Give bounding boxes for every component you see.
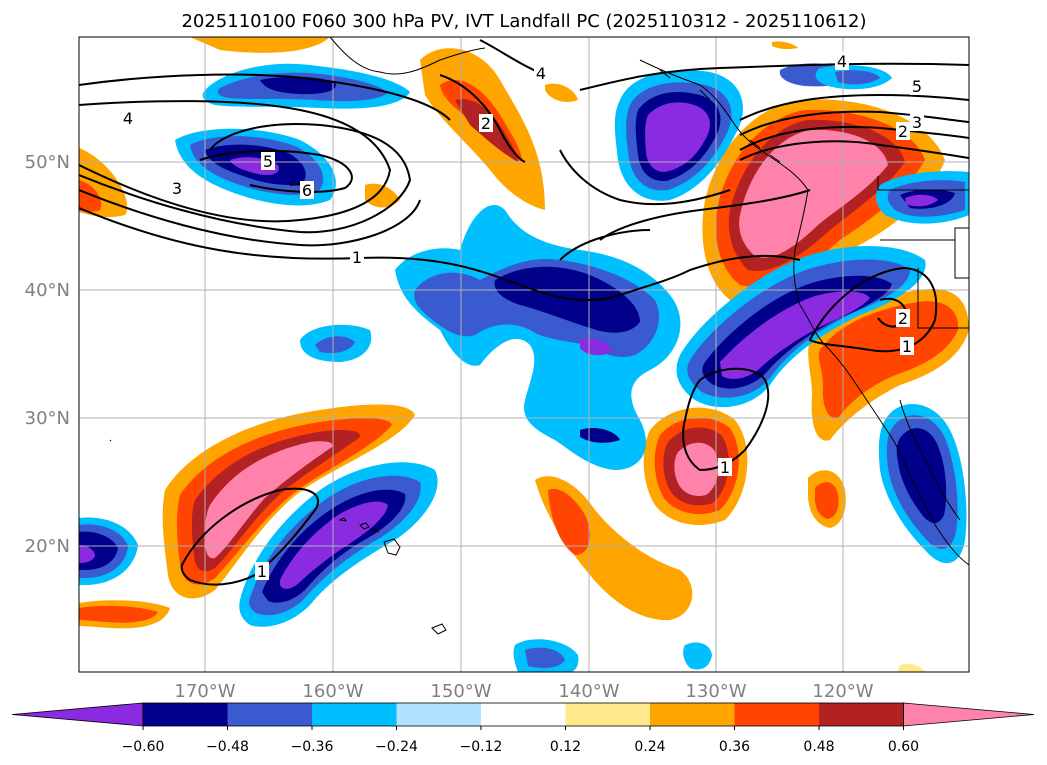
- colorbar-swatch: [312, 703, 397, 726]
- colorbar-extend-low: [11, 702, 144, 727]
- lon-label: 170°W: [174, 681, 235, 702]
- colorbar-swatch: [650, 703, 735, 726]
- contour-label: 2: [898, 309, 908, 328]
- coastlines: [329, 37, 969, 566]
- gridlines: [79, 37, 969, 672]
- contour-label: 3: [172, 179, 182, 198]
- colorbar-tick-label: −0.48: [206, 739, 249, 755]
- contour-label: 1: [902, 337, 912, 356]
- colorbar-tick-label: −0.24: [375, 739, 418, 755]
- colorbar-swatch: [734, 703, 820, 726]
- positive-anomaly-hawaii-band: [162, 404, 415, 599]
- lon-label: 140°W: [558, 681, 619, 702]
- contour-label: 6: [302, 181, 312, 200]
- map-frame: [78, 36, 970, 673]
- ivt-pc-shading: 4 4 5 5 2 3 2 4 3 6 1: [79, 37, 969, 672]
- colorbar-swatch: [143, 703, 228, 726]
- colorbar-tick-label: 0.24: [634, 739, 665, 755]
- pv-contours: [79, 39, 969, 586]
- map-title: 2025110100 F060 300 hPa PV, IVT Landfall…: [181, 11, 866, 32]
- colorbar-extend-high: [903, 702, 1035, 727]
- contour-label: 4: [536, 64, 546, 83]
- latitude-labels: 50°N 40°N 30°N 20°N: [25, 152, 70, 557]
- colorbar: −0.60 −0.48 −0.36 −0.24 −0.12 0.12 0.24 0.36 0.4…: [11, 702, 1035, 755]
- colorbar-tick-label: 0.36: [719, 739, 750, 755]
- colorbar-tick-label: 0.60: [888, 739, 919, 755]
- colorbar-tick-label: −0.36: [291, 739, 334, 755]
- contour-label: 4: [837, 52, 847, 71]
- negative-anomaly-sw-us: [676, 171, 969, 564]
- colorbar-swatch: [819, 703, 904, 726]
- hawaii-islands: [109, 439, 447, 635]
- colorbar-swatch: [227, 703, 313, 726]
- positive-anomaly-subtropics: [79, 41, 969, 672]
- colorbar-tick-label: −0.60: [122, 739, 165, 755]
- pv-contour-labels: 4 4 5 5 2 3 2 4 3 6 1: [121, 52, 924, 581]
- contour-label: 5: [263, 152, 273, 171]
- colorbar-frame: [142, 702, 904, 727]
- colorbar-swatch: [396, 703, 482, 726]
- contour-label: 3: [912, 113, 922, 132]
- contour-label: 1: [257, 562, 267, 581]
- lat-label: 40°N: [25, 280, 70, 301]
- lat-label: 20°N: [25, 536, 70, 557]
- colorbar-tick-label: 0.48: [803, 739, 834, 755]
- lon-label: 160°W: [302, 681, 363, 702]
- negative-anomaly-central-pacific: [300, 204, 681, 470]
- lon-label: 130°W: [685, 681, 746, 702]
- lon-label: 150°W: [430, 681, 491, 702]
- colorbar-swatch: [565, 703, 651, 726]
- map-panel: 4 4 5 5 2 3 2 4 3 6 1: [25, 36, 970, 702]
- lat-label: 30°N: [25, 408, 70, 429]
- contour-label: 1: [720, 458, 730, 477]
- contour-label: 2: [898, 122, 908, 141]
- colorbar-swatch: [481, 703, 566, 726]
- colorbar-tick-label: −0.12: [460, 739, 503, 755]
- contour-label: 5: [912, 77, 922, 96]
- contour-label: 1: [352, 248, 362, 267]
- contour-label: 2: [481, 114, 491, 133]
- contour-label: 4: [123, 109, 133, 128]
- lat-label: 50°N: [25, 152, 70, 173]
- colorbar-tick-label: 0.12: [550, 739, 581, 755]
- negative-anomaly-bc-coast: [614, 63, 892, 201]
- lon-label: 120°W: [812, 681, 873, 702]
- longitude-labels: 170°W 160°W 150°W 140°W 130°W 120°W: [174, 681, 873, 702]
